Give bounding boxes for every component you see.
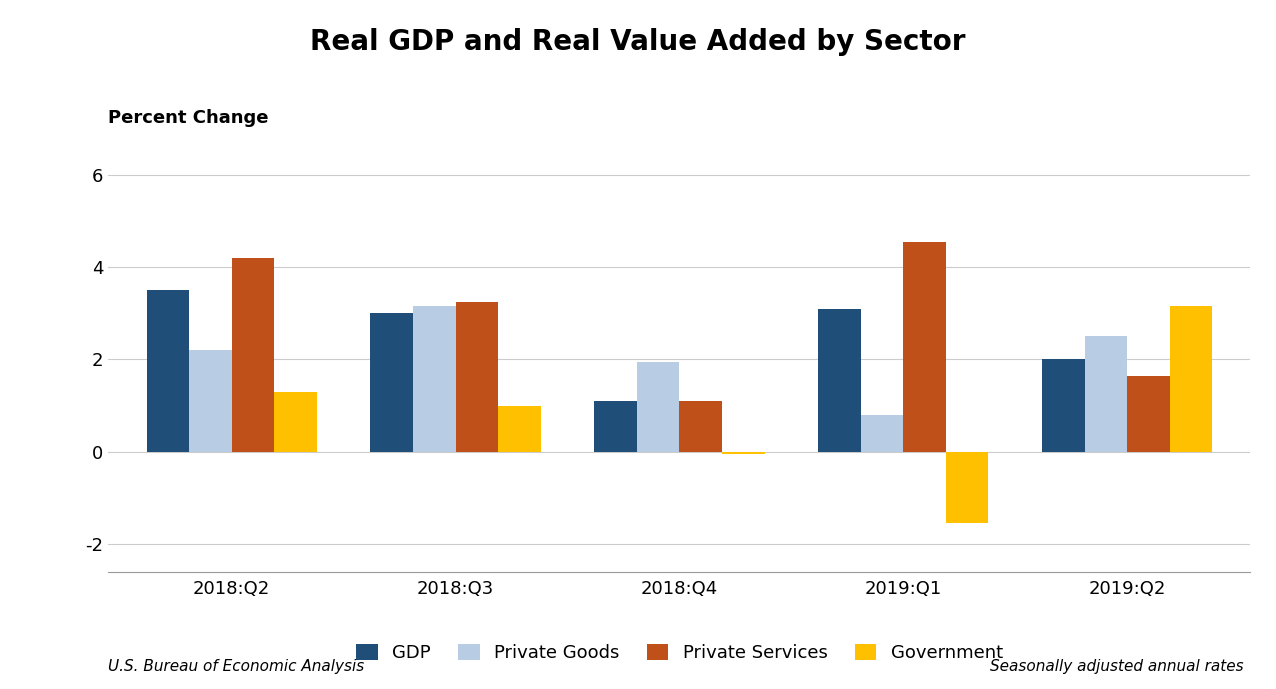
Bar <box>147 290 189 452</box>
Bar <box>903 242 946 452</box>
Bar <box>232 258 274 452</box>
Bar <box>861 415 903 452</box>
Legend: GDP, Private Goods, Private Services, Government: GDP, Private Goods, Private Services, Go… <box>356 644 1003 662</box>
Bar <box>679 401 722 452</box>
Bar <box>274 392 316 452</box>
Text: Percent Change: Percent Change <box>108 110 269 127</box>
Bar <box>1170 307 1212 452</box>
Text: Real GDP and Real Value Added by Sector: Real GDP and Real Value Added by Sector <box>310 28 966 56</box>
Bar <box>413 307 456 452</box>
Bar <box>595 401 637 452</box>
Bar <box>370 313 413 452</box>
Bar <box>946 452 989 524</box>
Bar <box>498 406 541 452</box>
Text: U.S. Bureau of Economic Analysis: U.S. Bureau of Economic Analysis <box>108 659 365 674</box>
Bar <box>1042 360 1085 452</box>
Bar <box>818 309 861 452</box>
Bar <box>1085 336 1127 452</box>
Bar <box>456 302 498 452</box>
Text: Seasonally adjusted annual rates: Seasonally adjusted annual rates <box>990 659 1244 674</box>
Bar <box>722 452 764 454</box>
Bar <box>1127 376 1170 452</box>
Bar <box>189 350 232 452</box>
Bar <box>637 362 679 452</box>
